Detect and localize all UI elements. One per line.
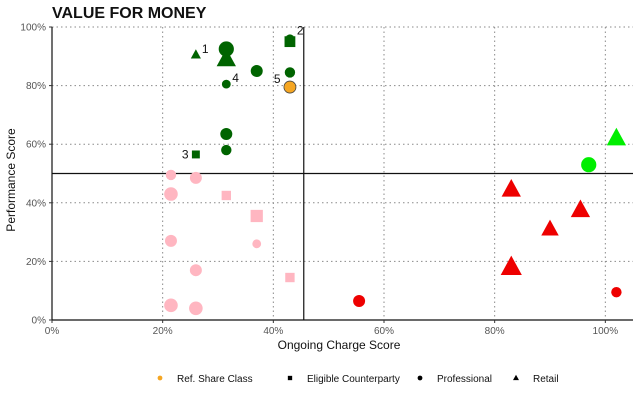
data-point-triangle: [501, 179, 521, 197]
data-point-circle: [581, 157, 597, 173]
legend-triangle-marker: [513, 374, 519, 381]
data-point-circle: [284, 67, 296, 78]
y-tick-label: 40%: [26, 198, 46, 209]
data-point-circle: [164, 187, 178, 201]
x-tick-label: 40%: [263, 326, 283, 337]
data-points: [164, 34, 627, 316]
data-point-circle: [353, 294, 366, 307]
x-tick-label: 20%: [153, 326, 173, 337]
tick-labels: 0% 20% 40% 60% 80% 100% 0% 20% 40% 60% 80% 100%: [20, 23, 618, 338]
data-point-circle: [220, 127, 233, 140]
legend-label: Retail: [533, 374, 559, 385]
y-tick-label: 80%: [26, 81, 46, 92]
data-point-circle: [164, 298, 178, 313]
legend-label: Eligible Counterparty: [307, 374, 400, 385]
legend-circle-marker: [417, 375, 423, 381]
y-tick-label: 60%: [26, 140, 46, 151]
data-point-circle: [221, 144, 232, 156]
data-point-square: [250, 209, 263, 223]
point-label: 5: [274, 72, 281, 86]
legend-label: Professional: [437, 374, 492, 385]
point-label: 4: [232, 71, 239, 85]
y-axis-label: Performance Score: [4, 128, 18, 232]
data-point-circle: [189, 171, 202, 184]
legend-circle-marker: [157, 375, 163, 381]
x-tick-label: 80%: [485, 326, 505, 337]
data-point-triangle: [500, 255, 522, 275]
x-tick-label: 0%: [45, 326, 60, 337]
data-point-circle: [221, 79, 231, 89]
data-point-circle: [252, 239, 262, 249]
data-point-circle: [189, 301, 203, 316]
data-point-square: [221, 190, 231, 201]
data-point-triangle: [541, 219, 559, 236]
axes: [49, 26, 633, 323]
point-label: 3: [182, 147, 189, 161]
legend: Ref. Share Class Eligible Counterparty Pro…: [157, 374, 559, 385]
y-tick-label: 20%: [26, 257, 46, 268]
data-point-triangle: [190, 49, 201, 59]
data-point-triangle: [606, 127, 627, 146]
legend-item: Ref. Share Class: [157, 374, 253, 385]
data-point-square: [284, 36, 296, 48]
chart-title: VALUE FOR MONEY: [52, 5, 207, 22]
point-annotations: 1 2 3 4 5: [182, 24, 304, 162]
x-tick-label: 100%: [593, 326, 619, 337]
data-point-triangle: [570, 199, 591, 218]
data-point-circle: [164, 234, 177, 247]
data-point-circle: [283, 80, 297, 94]
data-point-circle: [250, 64, 263, 77]
x-tick-label: 60%: [374, 326, 394, 337]
point-label: 2: [297, 24, 304, 38]
data-point-square: [191, 150, 200, 159]
legend-square-marker: [287, 375, 293, 381]
y-tick-label: 0%: [32, 316, 47, 327]
legend-item: Professional: [417, 374, 492, 385]
data-point-square: [285, 272, 295, 283]
legend-label: Ref. Share Class: [177, 374, 253, 385]
data-point-circle: [165, 169, 177, 181]
y-tick-label: 100%: [20, 23, 46, 34]
x-axis-label: Ongoing Charge Score: [278, 338, 401, 352]
legend-item: Retail: [513, 374, 559, 385]
data-point-circle: [189, 264, 202, 277]
point-label: 1: [202, 42, 209, 56]
legend-item: Eligible Counterparty: [287, 374, 400, 385]
data-point-circle: [611, 286, 622, 298]
data-point-triangle: [216, 48, 236, 67]
